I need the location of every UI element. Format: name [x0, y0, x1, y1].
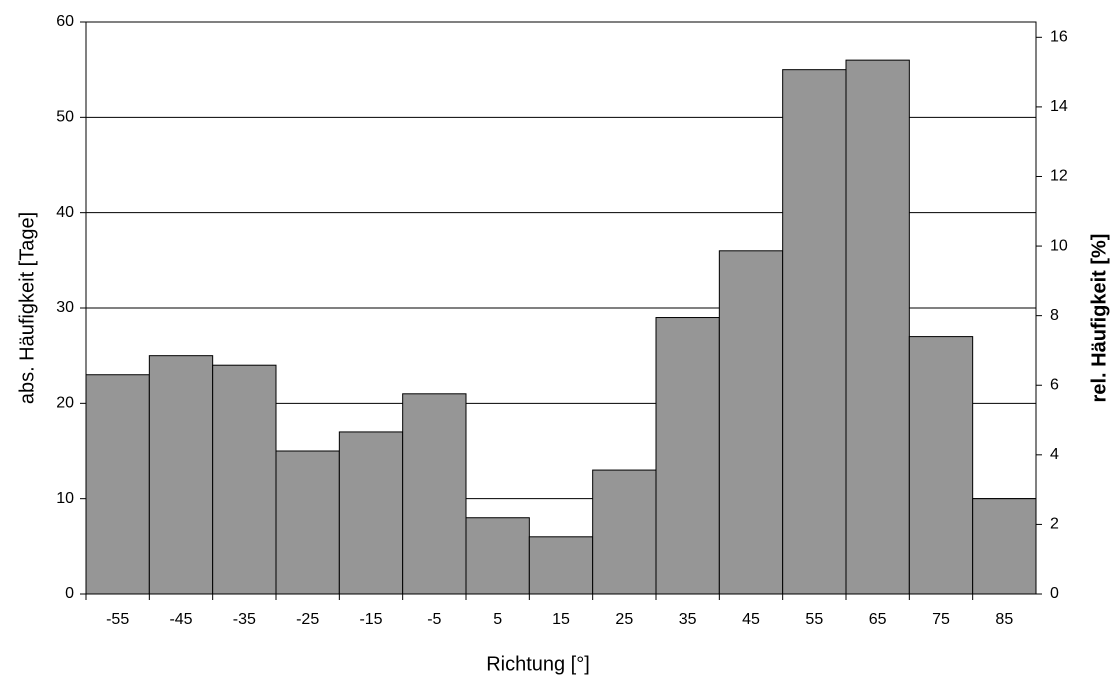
- x-axis-title: Richtung [°]: [486, 653, 590, 675]
- x-tick-label: 55: [805, 611, 823, 628]
- y-tick-label: 60: [56, 13, 74, 30]
- plot-frame: [85, 21, 1037, 595]
- y2-tick-label: 10: [1050, 237, 1068, 254]
- bar: [972, 498, 1037, 595]
- y2-tick-label: 12: [1050, 168, 1068, 185]
- bar: [782, 69, 847, 595]
- x-tick-label: -25: [296, 611, 319, 628]
- bar: [85, 374, 150, 595]
- x-tick-label: 25: [615, 611, 633, 628]
- x-tick-label: -45: [169, 611, 192, 628]
- x-tick-label: 15: [552, 611, 570, 628]
- y2-axis-title: rel. Häufigkeit [%]: [1088, 234, 1110, 403]
- y2-tick-label: 16: [1050, 29, 1068, 46]
- x-tick-label: -15: [359, 611, 382, 628]
- y-axis-title: abs. Häufigkeit [Tage]: [16, 212, 38, 404]
- y-tick-label: 30: [56, 299, 74, 316]
- bar: [338, 431, 404, 595]
- bar: [592, 469, 657, 595]
- bar: [528, 536, 594, 595]
- x-tick-label: 45: [742, 611, 760, 628]
- y-tick-label: 40: [56, 204, 74, 221]
- bar: [212, 364, 277, 595]
- y2-tick-label: 14: [1050, 98, 1068, 115]
- y2-tick-label: 2: [1050, 516, 1059, 533]
- x-tick-label: 85: [995, 611, 1013, 628]
- x-tick-label: 5: [493, 611, 502, 628]
- x-tick-label: -55: [106, 611, 129, 628]
- y2-tick-label: 8: [1050, 307, 1059, 324]
- y-tick-label: 50: [56, 109, 74, 126]
- bar: [845, 59, 910, 595]
- x-tick-label: -35: [233, 611, 256, 628]
- x-tick-label: 65: [869, 611, 887, 628]
- y-tick-label: 10: [56, 490, 74, 507]
- y2-tick-label: 4: [1050, 446, 1059, 463]
- y2-tick-label: 6: [1050, 376, 1059, 393]
- bar: [148, 355, 214, 595]
- y-tick-label: 0: [65, 585, 74, 602]
- x-tick-label: 35: [679, 611, 697, 628]
- bar: [275, 450, 340, 595]
- y2-tick-label: 0: [1050, 585, 1059, 602]
- bar: [655, 317, 720, 595]
- bar: [718, 250, 784, 595]
- x-tick-label: -5: [427, 611, 441, 628]
- bar: [908, 336, 974, 595]
- bar: [465, 517, 530, 595]
- x-tick-label: 75: [932, 611, 950, 628]
- bar: [402, 393, 467, 595]
- y-tick-label: 20: [56, 395, 74, 412]
